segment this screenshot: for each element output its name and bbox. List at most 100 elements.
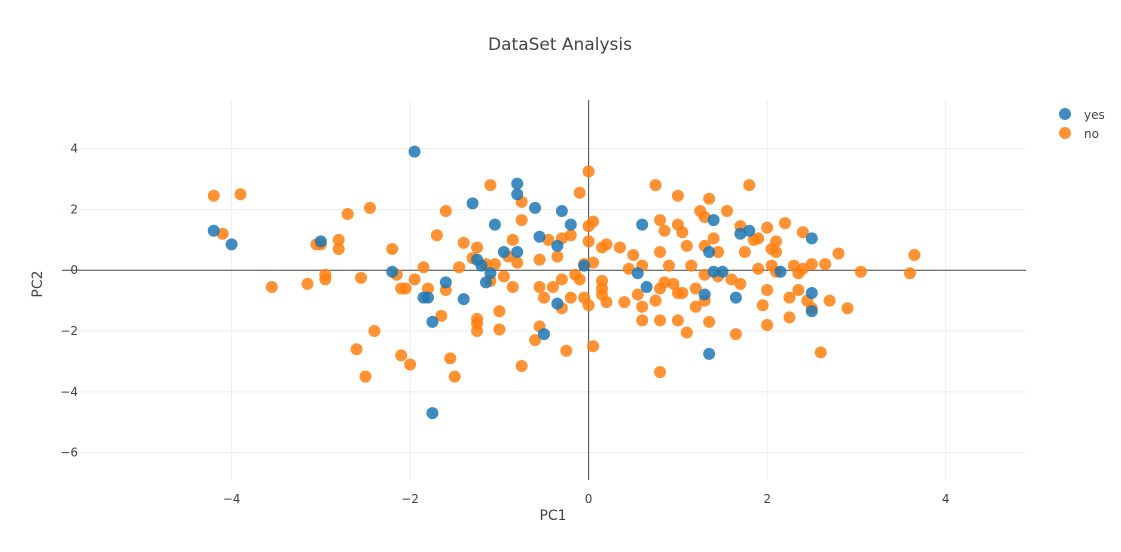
data-point-no[interactable]: [685, 259, 698, 272]
data-point-no[interactable]: [207, 189, 220, 202]
data-point-no[interactable]: [457, 236, 470, 249]
data-point-yes[interactable]: [426, 407, 439, 420]
data-point-yes[interactable]: [555, 204, 568, 217]
data-point-yes[interactable]: [716, 265, 729, 278]
data-point-yes[interactable]: [703, 246, 716, 258]
data-point-no[interactable]: [689, 300, 702, 313]
data-point-yes[interactable]: [488, 218, 501, 231]
data-point-no[interactable]: [654, 366, 667, 379]
data-point-no[interactable]: [796, 262, 809, 275]
data-point-yes[interactable]: [538, 328, 550, 341]
data-point-no[interactable]: [658, 276, 671, 289]
data-point-no[interactable]: [332, 242, 345, 255]
data-point-yes[interactable]: [729, 291, 742, 304]
data-point-no[interactable]: [435, 309, 448, 322]
data-point-no[interactable]: [832, 247, 845, 260]
data-point-no[interactable]: [676, 226, 689, 239]
data-point-no[interactable]: [649, 179, 662, 192]
data-point-no[interactable]: [546, 280, 559, 293]
data-point-yes[interactable]: [774, 265, 787, 278]
data-point-no[interactable]: [654, 214, 667, 227]
data-point-no[interactable]: [805, 258, 818, 271]
data-point-yes[interactable]: [707, 214, 720, 227]
data-point-no[interactable]: [493, 305, 506, 318]
data-point-yes[interactable]: [511, 246, 524, 258]
data-point-no[interactable]: [453, 261, 466, 274]
data-point-no[interactable]: [636, 314, 649, 327]
data-point-no[interactable]: [488, 258, 501, 271]
data-point-no[interactable]: [395, 349, 408, 362]
data-point-no[interactable]: [761, 284, 774, 296]
data-point-yes[interactable]: [551, 297, 564, 310]
data-point-no[interactable]: [533, 253, 546, 266]
data-point-no[interactable]: [560, 344, 573, 357]
data-point-no[interactable]: [792, 284, 805, 296]
data-point-no[interactable]: [350, 343, 363, 356]
data-point-yes[interactable]: [533, 230, 546, 243]
data-point-yes[interactable]: [457, 293, 470, 306]
data-point-yes[interactable]: [207, 224, 220, 237]
data-point-no[interactable]: [676, 287, 689, 300]
data-point-no[interactable]: [515, 214, 528, 227]
data-point-no[interactable]: [703, 315, 716, 328]
data-point-no[interactable]: [265, 280, 278, 293]
legend-item-no[interactable]: no: [1059, 127, 1099, 141]
data-point-no[interactable]: [529, 334, 542, 347]
data-point-no[interactable]: [618, 296, 631, 309]
data-point-no[interactable]: [368, 325, 381, 338]
data-point-no[interactable]: [720, 204, 733, 217]
data-point-no[interactable]: [363, 201, 376, 214]
data-point-no[interactable]: [738, 246, 751, 258]
data-point-no[interactable]: [515, 360, 528, 372]
data-point-yes[interactable]: [479, 276, 492, 289]
data-point-no[interactable]: [649, 294, 662, 307]
data-point-no[interactable]: [734, 277, 747, 290]
data-point-no[interactable]: [770, 235, 783, 248]
data-point-no[interactable]: [417, 261, 430, 274]
data-point-no[interactable]: [471, 325, 484, 338]
data-point-no[interactable]: [703, 192, 716, 205]
data-point-yes[interactable]: [805, 305, 818, 318]
data-point-no[interactable]: [551, 250, 564, 263]
data-point-no[interactable]: [355, 271, 368, 284]
data-point-no[interactable]: [761, 318, 774, 331]
data-point-no[interactable]: [573, 273, 586, 286]
data-point-no[interactable]: [493, 323, 506, 336]
data-point-yes[interactable]: [511, 177, 524, 190]
data-point-no[interactable]: [689, 282, 702, 295]
data-point-no[interactable]: [471, 241, 484, 254]
data-point-yes[interactable]: [511, 188, 524, 201]
data-point-no[interactable]: [497, 270, 510, 283]
data-point-no[interactable]: [511, 256, 524, 269]
data-point-no[interactable]: [823, 294, 836, 307]
data-point-no[interactable]: [587, 340, 600, 353]
data-point-no[interactable]: [770, 246, 783, 258]
data-point-no[interactable]: [582, 299, 595, 312]
data-point-no[interactable]: [506, 233, 519, 246]
data-point-no[interactable]: [404, 358, 417, 371]
data-point-no[interactable]: [725, 273, 738, 286]
data-point-no[interactable]: [783, 291, 796, 304]
data-point-no[interactable]: [819, 258, 832, 271]
data-point-no[interactable]: [341, 208, 354, 220]
data-point-no[interactable]: [680, 239, 693, 252]
data-point-yes[interactable]: [743, 224, 756, 237]
data-point-no[interactable]: [538, 291, 550, 304]
data-point-no[interactable]: [854, 265, 867, 278]
legend-item-yes[interactable]: yes: [1059, 108, 1105, 122]
data-point-no[interactable]: [667, 277, 680, 290]
data-point-no[interactable]: [729, 328, 742, 341]
data-point-yes[interactable]: [497, 246, 510, 258]
data-point-no[interactable]: [761, 221, 774, 234]
data-point-yes[interactable]: [417, 291, 430, 304]
data-point-no[interactable]: [680, 326, 693, 339]
data-point-no[interactable]: [555, 273, 568, 286]
data-point-no[interactable]: [796, 226, 809, 239]
legend[interactable]: yes no: [1059, 108, 1105, 141]
data-point-no[interactable]: [359, 370, 372, 383]
data-point-yes[interactable]: [631, 267, 644, 280]
data-point-yes[interactable]: [805, 287, 818, 300]
data-point-no[interactable]: [743, 179, 756, 192]
data-point-yes[interactable]: [578, 259, 591, 272]
data-point-yes[interactable]: [386, 265, 399, 278]
